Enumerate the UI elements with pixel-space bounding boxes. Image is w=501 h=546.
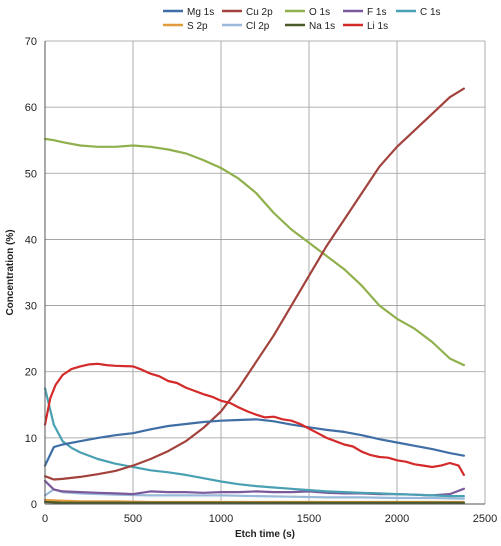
legend-label: Na 1s bbox=[309, 21, 335, 32]
series-line-o-1s bbox=[43, 137, 465, 367]
x-tick-label: 1500 bbox=[297, 513, 321, 525]
y-tick-label: 40 bbox=[25, 234, 37, 246]
x-tick-label: 2500 bbox=[473, 513, 497, 525]
axes: Etch time (s) Concentration (%) 0 10 20 30 4… bbox=[5, 36, 497, 540]
series-line-mg-1s bbox=[43, 418, 465, 467]
y-axis-label: Concentration (%) bbox=[5, 229, 16, 315]
y-tick-label: 60 bbox=[25, 102, 37, 114]
y-tick-label: 20 bbox=[25, 367, 37, 379]
legend-label: S 2p bbox=[187, 21, 208, 32]
series-line-na-1s bbox=[43, 500, 465, 504]
legend-label: Cl 2p bbox=[246, 21, 270, 32]
legend-label: C 1s bbox=[420, 7, 441, 18]
legend-label: F 1s bbox=[367, 7, 386, 18]
legend-label: Li 1s bbox=[367, 21, 388, 32]
series-lines bbox=[43, 87, 465, 504]
y-tick-label: 0 bbox=[31, 499, 37, 511]
x-tick-label: 1000 bbox=[209, 513, 233, 525]
x-tick-label: 0 bbox=[42, 513, 48, 525]
y-tick-label: 30 bbox=[25, 301, 37, 313]
series-line-c-1s bbox=[43, 387, 465, 498]
series-line-cu-2p bbox=[43, 87, 465, 481]
y-tick-label: 50 bbox=[25, 168, 37, 180]
x-axis-label: Etch time (s) bbox=[235, 529, 295, 540]
x-tick-label: 2000 bbox=[385, 513, 409, 525]
y-tick-label: 10 bbox=[25, 433, 37, 445]
grid bbox=[45, 40, 486, 504]
legend-label: O 1s bbox=[309, 7, 330, 18]
legend-label: Cu 2p bbox=[246, 7, 273, 18]
x-tick-label: 500 bbox=[124, 513, 142, 525]
y-tick-label: 70 bbox=[25, 36, 37, 48]
legend-label: Mg 1s bbox=[187, 7, 214, 18]
legend: Mg 1s Cu 2p O 1s F 1s C 1s S 2p Cl 2p Na 1s Li 1… bbox=[163, 7, 441, 32]
series-line-li-1s bbox=[43, 362, 465, 476]
